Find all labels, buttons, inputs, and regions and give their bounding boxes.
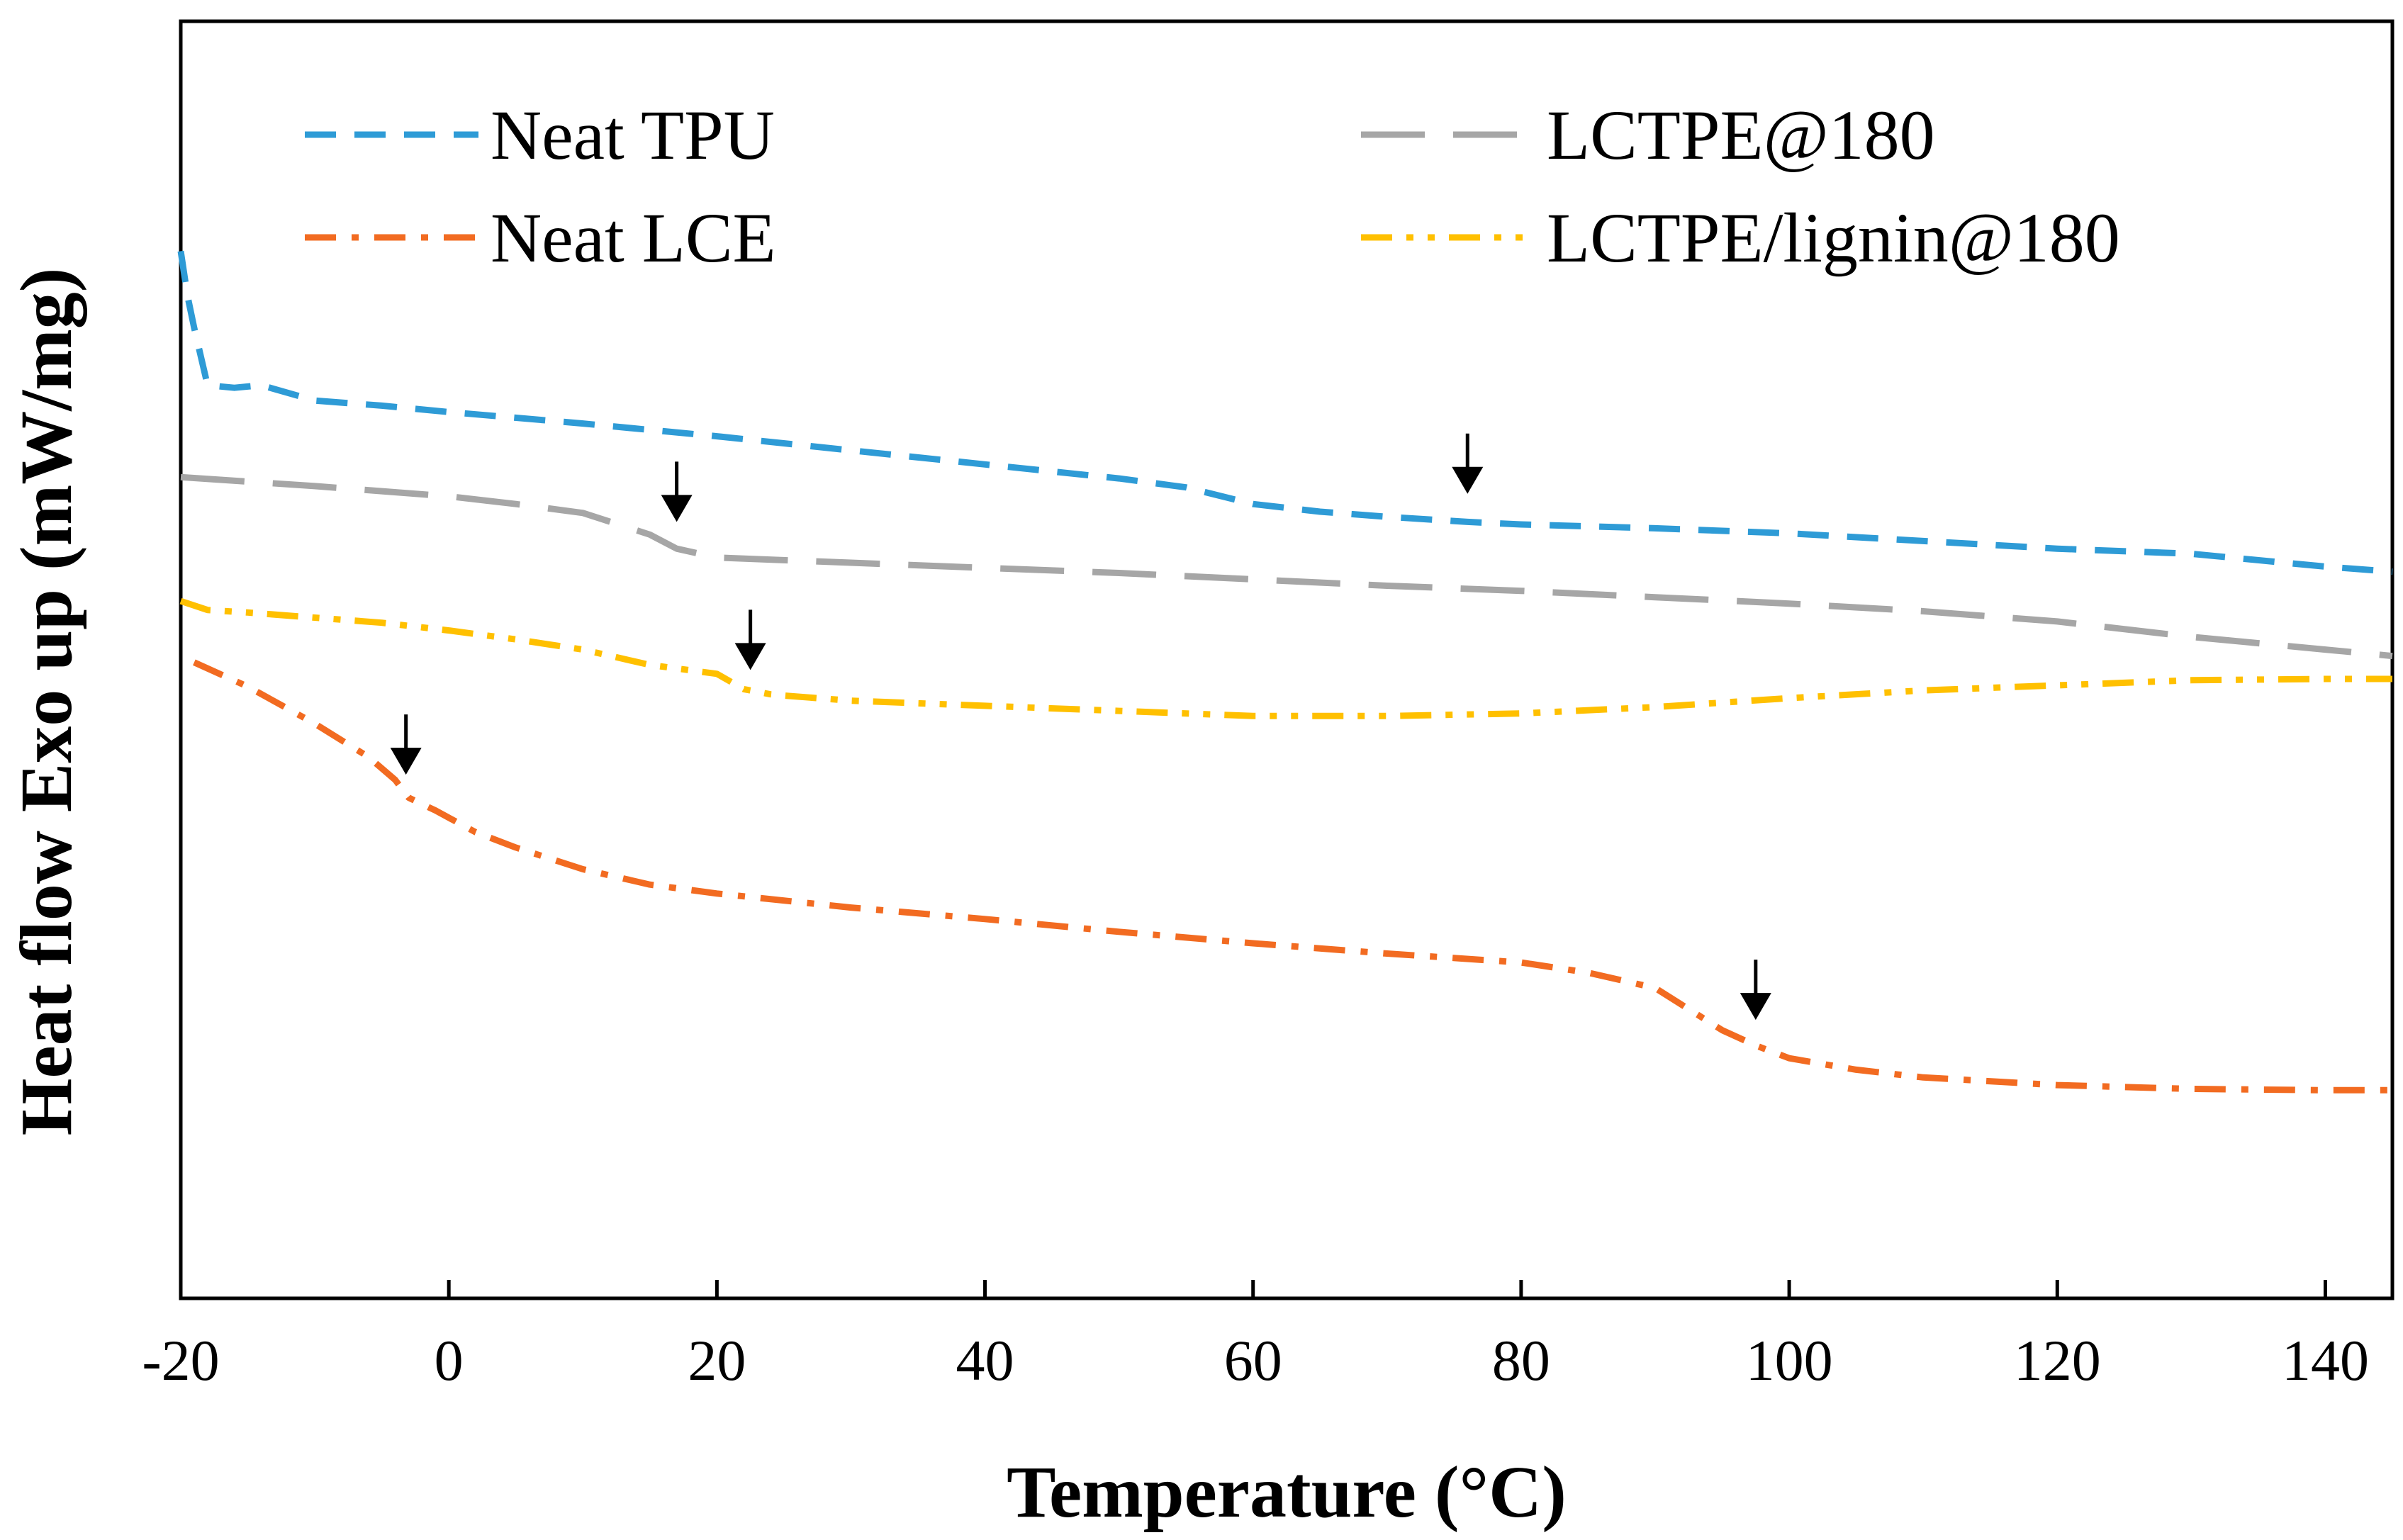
x-axis-ticks: -20 0 20 40 60 80 100 120 140 (142, 1280, 2369, 1393)
series-line-neat-tpu (177, 250, 2393, 575)
annotation-arrow-head (1452, 466, 1484, 494)
annotation-arrow-head (661, 495, 693, 522)
x-axis-title: Temperature (°C) (1007, 1451, 1567, 1533)
x-tick-label: 80 (1492, 1328, 1550, 1393)
legend: Neat TPU LCTPE@180 Neat LCE LCTPE/lignin@18… (305, 96, 2120, 277)
legend-label: Neat LCE (491, 198, 776, 277)
annotation-arrow-head (1740, 993, 1771, 1021)
legend-label: LCTPE@180 (1547, 96, 1935, 174)
x-tick-label: 40 (956, 1328, 1014, 1393)
y-axis-title: Heat flow Exo up (mW/mg) (6, 268, 87, 1136)
annotation-arrow-head (390, 748, 422, 775)
legend-label: Neat TPU (491, 96, 775, 174)
series-line-lctpe-lignin-180 (179, 597, 2392, 719)
series-line-lctpe-180 (180, 473, 2393, 660)
x-tick-label: 100 (1746, 1328, 1833, 1393)
x-tick-label: 20 (688, 1328, 746, 1393)
series-group (177, 250, 2393, 1094)
x-tick-label: 0 (435, 1328, 464, 1393)
x-tick-label: -20 (142, 1328, 219, 1393)
x-tick-label: 120 (2014, 1328, 2101, 1393)
x-tick-label: 140 (2282, 1328, 2369, 1393)
annotation-arrow-head (734, 643, 766, 670)
x-tick-label: 60 (1224, 1328, 1282, 1393)
series-line-neat-lce (193, 659, 2392, 1094)
annotation-arrows (390, 433, 1771, 1021)
legend-label: LCTPE/lignin@180 (1547, 198, 2120, 277)
plot-frame (179, 19, 2394, 1300)
